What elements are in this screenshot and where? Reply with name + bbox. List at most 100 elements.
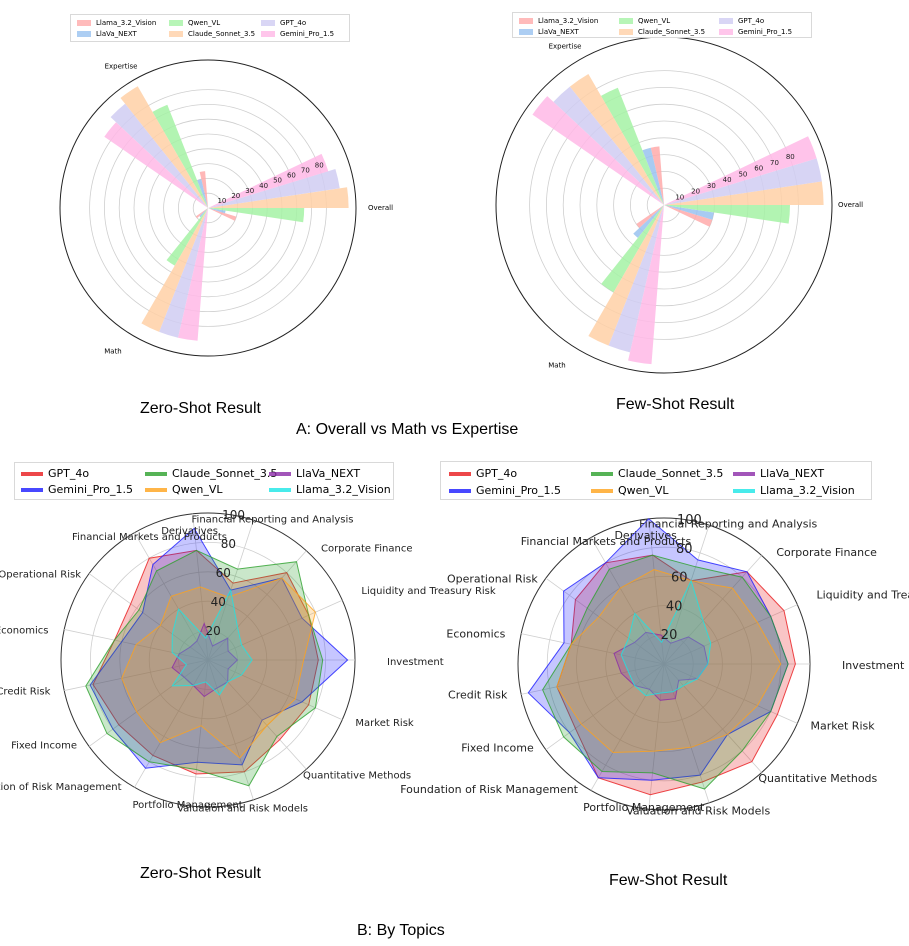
spoke-foundation-of-risk-management [134, 659, 209, 788]
legend-label: LlaVa_NEXT [296, 467, 361, 480]
category-label-math: Math [548, 362, 566, 370]
legend-item-qwen-vl: Qwen_VL [169, 18, 220, 29]
legend-b-few-shot: GPT_4o Gemini_Pro_1.5 Claude_Sonnet_3.5 Qwe… [440, 461, 872, 500]
category-label-credit-risk: Credit Risk [0, 687, 51, 698]
category-label-derivatives: Derivatives [161, 526, 218, 537]
spoke-fixed-income [545, 663, 665, 751]
category-label-overall: Overall [368, 204, 393, 212]
bar-expertise-claude-sonnet-3-5 [120, 86, 208, 208]
spoke-operational-risk [88, 573, 209, 661]
legend-swatch [261, 20, 275, 26]
category-label-market-risk: Market Risk [811, 719, 876, 732]
legend-item-gpt-4o: GPT_4o [21, 466, 89, 482]
bar-math-claude-sonnet-3-5 [141, 208, 208, 332]
bar-expertise-llava-next [642, 147, 664, 205]
legend-item-claude-sonnet-3-5: Claude_Sonnet_3.5 [145, 466, 277, 482]
legend-item-llama-3-2-vision: Llama_3.2_Vision [519, 16, 598, 27]
spoke-foundation-of-risk-management [590, 663, 665, 791]
legend-swatch [519, 18, 533, 24]
legend-swatch [145, 488, 167, 492]
radial-tick-label-30: 30 [245, 187, 254, 195]
radial-tick-label-80: 80 [315, 162, 324, 170]
bar-overall-gemini-pro-1-5 [664, 136, 817, 205]
category-label-expertise: Expertise [105, 63, 138, 71]
category-label-investment: Investment [842, 659, 905, 672]
category-label-overall: Overall [838, 201, 863, 209]
legend-a-zero-shot: Llama_3.2_Vision LlaVa_NEXT Qwen_VL Claude_… [70, 14, 350, 42]
radial-tick-label-100: 100 [677, 513, 702, 528]
legend-label: Gemini_Pro_1.5 [280, 30, 335, 38]
radial-tick-label-80: 80 [221, 537, 236, 551]
legend-label: Llama_3.2_Vision [296, 483, 391, 496]
category-label-expertise: Expertise [549, 42, 582, 50]
radial-tick-label-30: 30 [707, 182, 716, 190]
bar-math-gemini-pro-1-5 [178, 208, 208, 341]
category-label-valuation-and-risk-models: Valuation and Risk Models [626, 804, 770, 817]
spoke-corporate-finance [663, 555, 762, 665]
bar-math-llava-next [199, 208, 208, 218]
legend-swatch [269, 472, 291, 476]
radial-tick-label-70: 70 [770, 159, 779, 167]
bar-overall-qwen-vl [664, 205, 790, 224]
radial-tick-label-40: 40 [723, 176, 732, 184]
category-label-financial-reporting-and-analysis: Financial Reporting and Analysis [192, 515, 354, 526]
legend-item-llama-3-2-vision: Llama_3.2_Vision [733, 482, 855, 499]
series-area-llama-3-2-vision [171, 588, 253, 696]
legend-item-qwen-vl: Qwen_VL [591, 482, 669, 499]
legend-item-llama-3-2-vision: Llama_3.2_Vision [269, 482, 391, 498]
bar-overall-llava-next [208, 208, 226, 214]
legend-label: Claude_Sonnet_3.5 [638, 28, 706, 36]
radial-tick-label-20: 20 [691, 188, 700, 196]
series-area-claude-sonnet-3-5 [542, 554, 789, 790]
radial-tick-label-60: 60 [287, 172, 296, 180]
bar-overall-claude-sonnet-3-5 [208, 187, 349, 208]
category-label-investment: Investment [387, 657, 444, 668]
category-label-foundation-of-risk-management: Foundation of Risk Management [0, 782, 122, 793]
bar-overall-gpt-4o [208, 169, 340, 208]
radial-tick-label-80: 80 [786, 153, 795, 161]
radial-tick-label-50: 50 [273, 177, 282, 185]
legend-item-claude-sonnet-3-5: Claude_Sonnet_3.5 [591, 465, 723, 482]
bar-math-qwen-vl [166, 208, 208, 266]
spoke-derivatives [648, 518, 665, 665]
legend-item-qwen-vl: Qwen_VL [619, 16, 670, 27]
legend-label: GPT_4o [280, 19, 307, 27]
spoke-market-risk [663, 663, 798, 724]
caption-bottom-right: Few-Shot Result [609, 872, 728, 889]
legend-item-gpt-4o: GPT_4o [261, 18, 306, 29]
spoke-fixed-income [88, 659, 209, 747]
spoke-credit-risk [521, 663, 665, 695]
legend-label: Llama_3.2_Vision [760, 484, 855, 497]
category-label-fixed-income: Fixed Income [461, 742, 534, 755]
radial-tick-label-40: 40 [259, 182, 268, 190]
category-label-market-risk: Market Risk [355, 718, 413, 729]
legend-item-gpt-4o: GPT_4o [449, 465, 517, 482]
bar-math-gemini-pro-1-5 [628, 205, 664, 365]
legend-label: LlaVa_NEXT [96, 30, 137, 38]
category-label-operational-risk: Operational Risk [447, 572, 538, 585]
caption-section-a: A: Overall vs Math vs Expertise [296, 421, 519, 438]
legend-swatch [719, 18, 733, 24]
legend-item-gemini-pro-1-5: Gemini_Pro_1.5 [719, 27, 792, 38]
category-label-foundation-of-risk-management: Foundation of Risk Management [400, 783, 578, 796]
radial-tick-label-70: 70 [301, 167, 310, 175]
legend-item-gemini-pro-1-5: Gemini_Pro_1.5 [261, 29, 334, 40]
panel-a-zero-shot: Overall Math Expertise 10 20 30 40 50 60 70 80 [59, 59, 393, 357]
spoke-liquidity-and-treasury-risk [207, 599, 343, 661]
legend-label: Gemini_Pro_1.5 [738, 28, 793, 36]
bar-math-llama-3-2-vision [636, 205, 664, 228]
bar-expertise-qwen-vl [152, 104, 208, 208]
spoke-quantitative-methods [663, 663, 762, 773]
radial-tick-label-40: 40 [666, 599, 683, 614]
legend-label: Gemini_Pro_1.5 [476, 484, 562, 497]
bar-expertise-gemini-pro-1-5 [532, 96, 664, 205]
legend-label: LlaVa_NEXT [538, 28, 579, 36]
legend-label: Qwen_VL [618, 484, 669, 497]
bar-expertise-llava-next [197, 179, 208, 208]
category-label-fixed-income: Fixed Income [11, 740, 77, 751]
legend-swatch [449, 472, 471, 476]
legend-label: Claude_Sonnet_3.5 [618, 467, 724, 480]
panel-b-zero-shot: 20 40 60 80 100 Investment Market Risk Quantita… [0, 508, 496, 814]
radial-tick-label-60: 60 [216, 566, 231, 580]
